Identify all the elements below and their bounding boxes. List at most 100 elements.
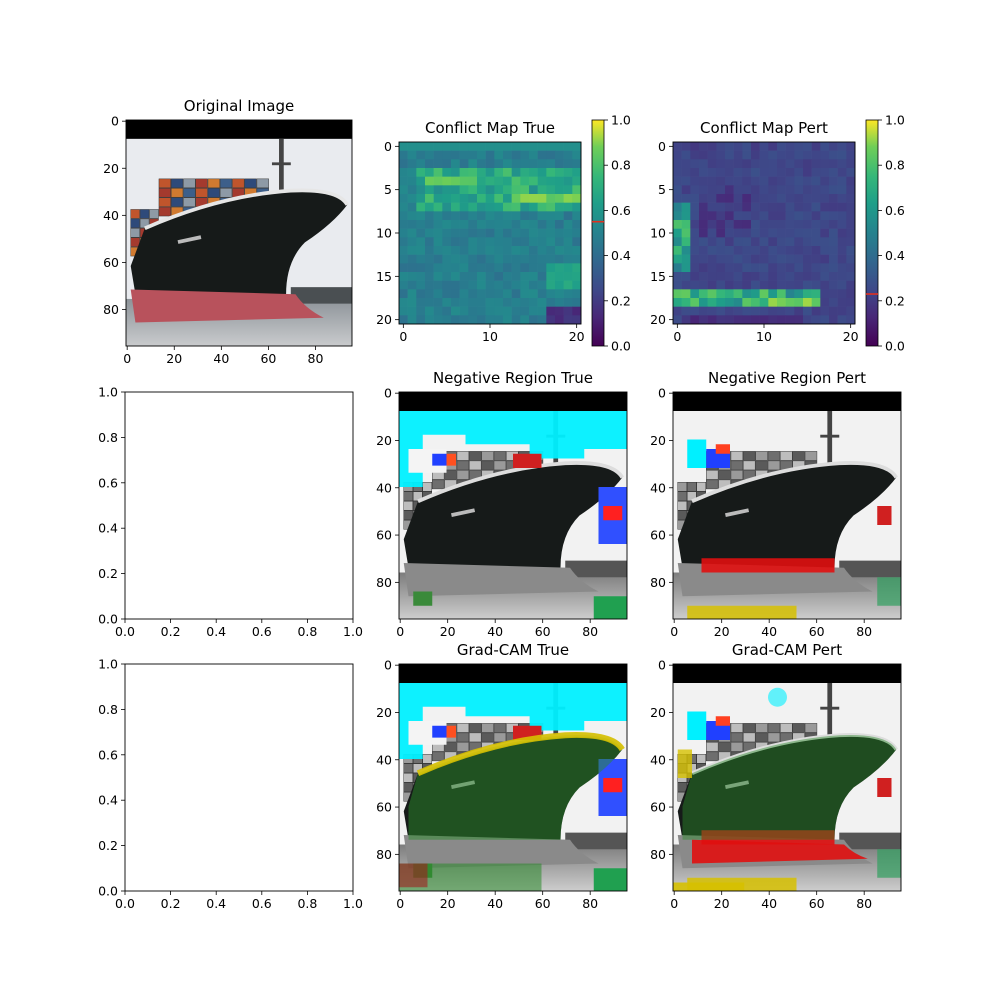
heatmap-cell [537,220,547,229]
heatmap-cell [699,306,708,316]
heatmap-cell [433,315,443,325]
heatmap-cell [811,280,821,290]
heatmap-cell [563,150,573,160]
heatmap-cell [759,185,769,195]
heatmap-cell [759,168,769,177]
heatmap-cell [546,246,556,255]
heatmap-cell [537,194,547,203]
heatmap-cell [725,254,734,264]
heatmap-cell [759,254,769,264]
heatmap-cell [751,202,760,212]
heatmap-cell [399,254,408,264]
heatmap-cell [416,185,426,195]
y-tick-label: 10 [650,226,666,241]
heatmap-cell [768,263,778,273]
heatmap-cell [477,237,486,247]
heatmap-cell [572,237,582,247]
heatmap-cell [690,315,700,325]
heatmap-cell [468,202,478,212]
colorbar-tick-label: 0.4 [611,248,631,263]
heatmap-cell [837,246,847,255]
heatmap-cell [399,150,408,160]
heatmap-cell [425,254,434,264]
heatmap-cell [572,280,582,290]
y-tick-label: 20 [650,312,666,327]
heatmap-cell [459,194,469,203]
heatmap-cell [459,211,469,221]
heatmap-cell [416,228,426,238]
heatmap-cell [768,289,778,299]
colorbar [591,119,605,347]
heatmap-cell [846,280,856,290]
heatmap-cell [811,220,821,229]
heatmap-cell [794,280,804,290]
panel-negative-region-pert: Negative Region Pert 0 20 40 60 80 0 20 40 60 80 [650,369,902,639]
heatmap-cell [794,254,804,264]
colorbar-tick-label: 0.8 [885,158,905,173]
heatmap-cell [716,202,726,212]
heatmap-cell [572,228,582,238]
y-tick-label: 60 [376,800,392,815]
heatmap-cell [768,176,778,186]
colorbar-tick-label: 0.8 [611,158,631,173]
heatmap-cell [468,159,478,169]
heatmap-cell [759,272,769,281]
heatmap-cell [811,150,821,160]
heatmap-cell [511,202,521,212]
heatmap-cell [733,159,743,169]
heatmap-cell [846,289,856,299]
ship-image [126,120,352,346]
heatmap-cell [829,150,838,160]
heatmap-cell [503,246,512,255]
heatmap-cell [407,228,417,238]
heatmap-cell [794,185,804,195]
heatmap-cell [707,289,717,299]
heatmap-cell [673,185,682,195]
heatmap-cell [477,263,486,273]
panel-gradcam-pert: Grad-CAM Pert 0 20 40 60 80 0 20 40 60 80 [650,641,902,911]
heatmap-cell [442,254,452,264]
heatmap-cell [716,168,726,177]
heatmap-cell [794,306,804,316]
heatmap-cell [399,176,408,186]
heatmap-cell [690,246,700,255]
heatmap-cell [733,142,743,151]
heatmap-cell [503,263,512,273]
y-tick-label: 0.6 [98,747,118,762]
heatmap-cell [725,142,734,151]
heatmap-cell [433,150,443,160]
heatmap-cell [494,211,504,221]
colorbar-tick-label: 0.4 [885,248,905,263]
heatmap-cell [716,150,726,160]
heatmap-cell [485,194,495,203]
heatmap-cell [742,142,752,151]
heatmap-cell [742,280,752,290]
heatmap-cell [555,194,564,203]
heatmap-cell [794,289,804,299]
heatmap-cell [451,237,460,247]
heatmap-cell [768,202,778,212]
heatmap-cell [681,254,691,264]
heatmap-cell [433,202,443,212]
heatmap-cell [485,254,495,264]
y-tick-label: 20 [376,705,392,720]
heatmap-cell [442,289,452,299]
heatmap-cell [546,159,556,169]
heatmap-cell [759,298,769,307]
heatmap-cell [690,237,700,247]
heatmap-cell [785,150,795,160]
heatmap-cell [451,228,460,238]
heatmap-cell [503,142,512,151]
y-tick-label: 0 [111,114,119,129]
heatmap-cell [442,315,452,325]
heatmap-cell [837,150,847,160]
heatmap-cell [733,220,743,229]
heatmap-cell [768,280,778,290]
heatmap-cell [751,150,760,160]
heatmap-cell [416,289,426,299]
y-tick-label: 40 [103,208,119,223]
heatmap-cell [725,272,734,281]
heatmap-cell [733,298,743,307]
x-tick-label: 20 [569,329,585,344]
heatmap-cell [725,202,734,212]
